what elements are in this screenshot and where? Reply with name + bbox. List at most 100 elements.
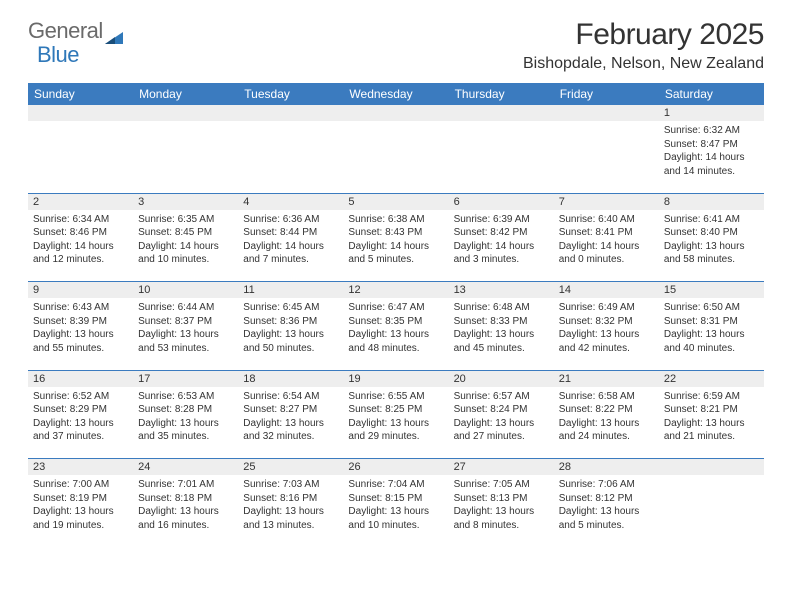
day-cell: Sunrise: 6:57 AMSunset: 8:24 PMDaylight:… <box>449 387 554 449</box>
daylight-text: Daylight: 13 hours and 37 minutes. <box>33 417 128 444</box>
day-number: 9 <box>28 282 133 298</box>
daylight-text: Daylight: 14 hours and 12 minutes. <box>33 240 128 267</box>
daylight-text: Daylight: 13 hours and 5 minutes. <box>559 505 654 532</box>
sunrise-text: Sunrise: 6:54 AM <box>243 390 338 404</box>
sunset-text: Sunset: 8:31 PM <box>664 315 759 329</box>
sunset-text: Sunset: 8:46 PM <box>33 226 128 240</box>
day-header: Saturday <box>659 83 764 105</box>
day-header: Wednesday <box>343 83 448 105</box>
daylight-text: Daylight: 14 hours and 10 minutes. <box>138 240 233 267</box>
week-daynum-row: 232425262728 <box>28 459 764 476</box>
empty-day-number <box>449 105 554 121</box>
day-cell: Sunrise: 7:05 AMSunset: 8:13 PMDaylight:… <box>449 475 554 537</box>
daylight-text: Daylight: 13 hours and 53 minutes. <box>138 328 233 355</box>
daylight-text: Daylight: 13 hours and 48 minutes. <box>348 328 443 355</box>
day-number: 23 <box>28 459 133 475</box>
logo-triangle-icon <box>105 24 123 38</box>
sunset-text: Sunset: 8:40 PM <box>664 226 759 240</box>
day-cell: Sunrise: 6:52 AMSunset: 8:29 PMDaylight:… <box>28 387 133 449</box>
sunset-text: Sunset: 8:45 PM <box>138 226 233 240</box>
sunset-text: Sunset: 8:22 PM <box>559 403 654 417</box>
week-daynum-row: 9101112131415 <box>28 282 764 299</box>
sunset-text: Sunset: 8:28 PM <box>138 403 233 417</box>
daylight-text: Daylight: 13 hours and 21 minutes. <box>664 417 759 444</box>
daylight-text: Daylight: 13 hours and 29 minutes. <box>348 417 443 444</box>
week-content-row: Sunrise: 6:34 AMSunset: 8:46 PMDaylight:… <box>28 210 764 282</box>
page-header: General February 2025 Bishopdale, Nelson… <box>28 18 764 73</box>
day-cell: Sunrise: 7:00 AMSunset: 8:19 PMDaylight:… <box>28 475 133 537</box>
daylight-text: Daylight: 13 hours and 42 minutes. <box>559 328 654 355</box>
sunrise-text: Sunrise: 6:52 AM <box>33 390 128 404</box>
day-number: 3 <box>133 194 238 210</box>
empty-day-cell <box>28 121 133 129</box>
sunrise-text: Sunrise: 7:05 AM <box>454 478 549 492</box>
sunrise-text: Sunrise: 6:43 AM <box>33 301 128 315</box>
sunset-text: Sunset: 8:36 PM <box>243 315 338 329</box>
sunset-text: Sunset: 8:39 PM <box>33 315 128 329</box>
daylight-text: Daylight: 13 hours and 16 minutes. <box>138 505 233 532</box>
daylight-text: Daylight: 13 hours and 40 minutes. <box>664 328 759 355</box>
sunrise-text: Sunrise: 7:04 AM <box>348 478 443 492</box>
sunrise-text: Sunrise: 6:44 AM <box>138 301 233 315</box>
day-cell: Sunrise: 6:43 AMSunset: 8:39 PMDaylight:… <box>28 298 133 360</box>
sunrise-text: Sunrise: 7:00 AM <box>33 478 128 492</box>
empty-day-cell <box>554 121 659 129</box>
day-number: 26 <box>343 459 448 475</box>
day-number: 7 <box>554 194 659 210</box>
sunset-text: Sunset: 8:42 PM <box>454 226 549 240</box>
day-cell: Sunrise: 6:47 AMSunset: 8:35 PMDaylight:… <box>343 298 448 360</box>
daylight-text: Daylight: 13 hours and 19 minutes. <box>33 505 128 532</box>
sunset-text: Sunset: 8:44 PM <box>243 226 338 240</box>
daylight-text: Daylight: 13 hours and 55 minutes. <box>33 328 128 355</box>
daylight-text: Daylight: 13 hours and 10 minutes. <box>348 505 443 532</box>
empty-day-number <box>659 459 764 475</box>
sunrise-text: Sunrise: 6:34 AM <box>33 213 128 227</box>
empty-day-number <box>28 105 133 121</box>
day-number: 17 <box>133 371 238 387</box>
daylight-text: Daylight: 13 hours and 13 minutes. <box>243 505 338 532</box>
empty-day-cell <box>659 475 764 483</box>
sunrise-text: Sunrise: 6:35 AM <box>138 213 233 227</box>
sunset-text: Sunset: 8:32 PM <box>559 315 654 329</box>
title-block: February 2025 Bishopdale, Nelson, New Ze… <box>523 18 764 73</box>
empty-day-number <box>133 105 238 121</box>
sunset-text: Sunset: 8:33 PM <box>454 315 549 329</box>
day-number: 15 <box>659 282 764 298</box>
sunrise-text: Sunrise: 6:53 AM <box>138 390 233 404</box>
sunrise-text: Sunrise: 7:01 AM <box>138 478 233 492</box>
sunrise-text: Sunrise: 6:57 AM <box>454 390 549 404</box>
day-cell: Sunrise: 6:59 AMSunset: 8:21 PMDaylight:… <box>659 387 764 449</box>
sunset-text: Sunset: 8:19 PM <box>33 492 128 506</box>
daylight-text: Daylight: 13 hours and 58 minutes. <box>664 240 759 267</box>
sunrise-text: Sunrise: 6:40 AM <box>559 213 654 227</box>
empty-day-cell <box>343 121 448 129</box>
sunrise-text: Sunrise: 6:47 AM <box>348 301 443 315</box>
sunset-text: Sunset: 8:35 PM <box>348 315 443 329</box>
daylight-text: Daylight: 14 hours and 3 minutes. <box>454 240 549 267</box>
page-subtitle: Bishopdale, Nelson, New Zealand <box>523 55 764 73</box>
day-number: 6 <box>449 194 554 210</box>
sunset-text: Sunset: 8:12 PM <box>559 492 654 506</box>
daylight-text: Daylight: 13 hours and 8 minutes. <box>454 505 549 532</box>
day-number: 22 <box>659 371 764 387</box>
sunrise-text: Sunrise: 6:58 AM <box>559 390 654 404</box>
daylight-text: Daylight: 13 hours and 50 minutes. <box>243 328 338 355</box>
day-number: 8 <box>659 194 764 210</box>
empty-day-cell <box>449 121 554 129</box>
day-number: 14 <box>554 282 659 298</box>
sunrise-text: Sunrise: 6:38 AM <box>348 213 443 227</box>
day-number: 27 <box>449 459 554 475</box>
daylight-text: Daylight: 13 hours and 32 minutes. <box>243 417 338 444</box>
sunset-text: Sunset: 8:29 PM <box>33 403 128 417</box>
day-cell: Sunrise: 6:35 AMSunset: 8:45 PMDaylight:… <box>133 210 238 272</box>
logo-text-general: General <box>28 18 103 44</box>
sunrise-text: Sunrise: 6:45 AM <box>243 301 338 315</box>
calendar-body: 1Sunrise: 6:32 AMSunset: 8:47 PMDaylight… <box>28 105 764 547</box>
week-content-row: Sunrise: 7:00 AMSunset: 8:19 PMDaylight:… <box>28 475 764 547</box>
day-number: 20 <box>449 371 554 387</box>
daylight-text: Daylight: 13 hours and 45 minutes. <box>454 328 549 355</box>
day-cell: Sunrise: 6:39 AMSunset: 8:42 PMDaylight:… <box>449 210 554 272</box>
week-content-row: Sunrise: 6:32 AMSunset: 8:47 PMDaylight:… <box>28 121 764 193</box>
calendar-page: General February 2025 Bishopdale, Nelson… <box>0 0 792 565</box>
sunrise-text: Sunrise: 7:03 AM <box>243 478 338 492</box>
